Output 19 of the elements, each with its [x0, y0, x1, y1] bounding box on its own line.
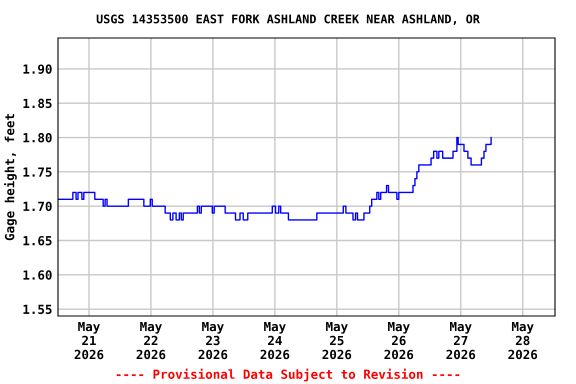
x-tick-label: May 21 2026 — [74, 322, 104, 360]
y-tick-label: 1.75 — [23, 167, 52, 177]
x-tick-label: May 26 2026 — [384, 322, 414, 360]
x-tick-label: May 25 2026 — [322, 322, 352, 360]
y-tick-label: 1.55 — [23, 304, 52, 314]
x-tick-label: May 23 2026 — [198, 322, 228, 360]
y-tick-label: 1.85 — [23, 98, 52, 108]
x-tick-label: May 24 2026 — [260, 322, 290, 360]
y-tick-label: 1.80 — [23, 133, 52, 142]
y-tick-label: 1.70 — [23, 202, 52, 212]
x-tick-label: May 27 2026 — [446, 322, 476, 360]
y-tick-label: 1.60 — [23, 270, 52, 280]
x-tick-label: May 22 2026 — [136, 322, 166, 360]
y-axis-title: Gage height, feet — [4, 114, 17, 240]
chart-title: USGS 14353500 EAST FORK ASHLAND CREEK NEAR ASHLAND, OR — [96, 14, 480, 25]
x-tick-label: May 28 2026 — [508, 322, 538, 360]
y-tick-label: 1.90 — [23, 64, 52, 74]
text: ---- Provisional Data Subject to Revision ---- — [116, 368, 460, 382]
y-tick-label: 1.65 — [23, 236, 52, 246]
